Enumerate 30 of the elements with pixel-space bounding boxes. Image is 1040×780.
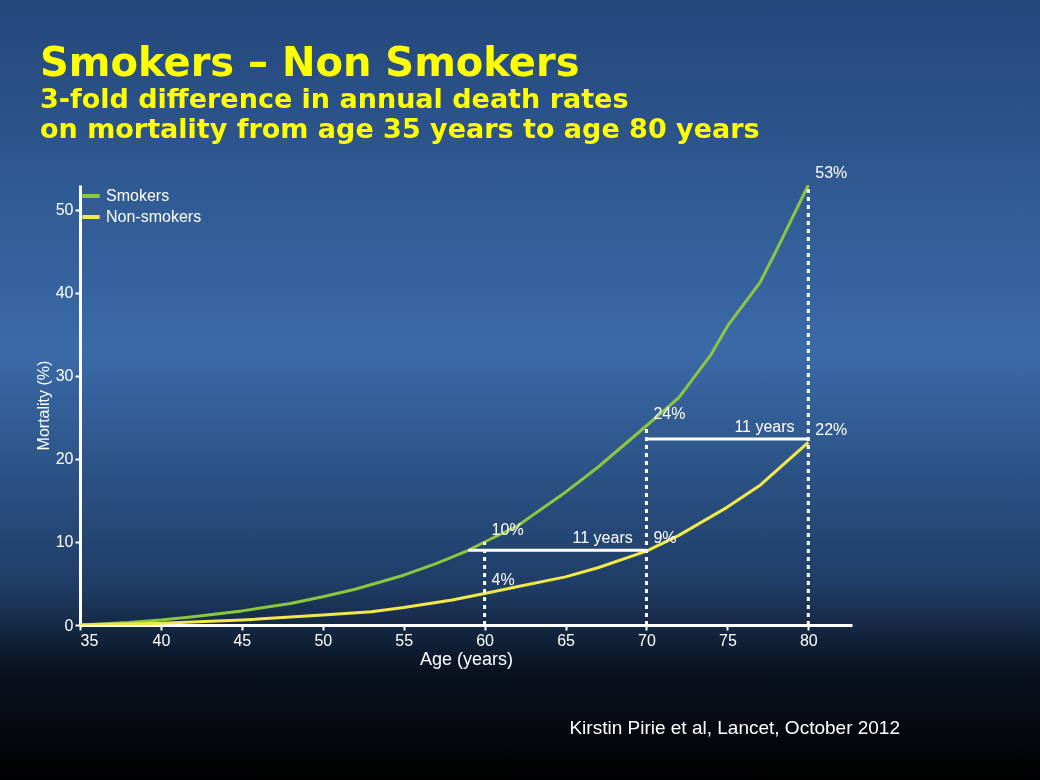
- x-tick-label: 65: [557, 631, 576, 649]
- chart-title: Smokers – Non Smokers: [40, 39, 581, 85]
- annotation: 11 years: [734, 418, 795, 436]
- x-tick-label: 75: [718, 631, 737, 649]
- x-tick-label: 80: [799, 631, 818, 649]
- legend-label: Non-smokers: [106, 208, 202, 225]
- x-tick-label: 55: [395, 631, 414, 649]
- x-tick-label: 60: [476, 631, 495, 649]
- x-tick-label: 35: [80, 631, 99, 649]
- text: Kirstin Pirie et al, Lancet, October 2012: [569, 717, 900, 739]
- y-tick-label: 50: [55, 201, 74, 219]
- x-axis-title: Age (years): [419, 648, 514, 669]
- y-tick-label: 30: [55, 367, 74, 385]
- legend-label: Smokers: [106, 187, 170, 204]
- y-tick-label: 0: [64, 616, 74, 634]
- x-tick-label: 40: [152, 631, 171, 649]
- y-axis-title: Mortality (%): [34, 360, 52, 451]
- annotation: 11 years: [572, 529, 633, 547]
- x-tick-label: 70: [638, 631, 656, 649]
- annotation: 53%: [815, 164, 848, 181]
- y-tick-label: 20: [55, 450, 74, 468]
- line-series: [80, 440, 810, 625]
- x-tick-label: 45: [233, 631, 252, 649]
- annotation: 4%: [491, 570, 515, 588]
- x-tick-label: 50: [314, 631, 333, 649]
- y-tick-label: 10: [55, 533, 74, 551]
- chart-subtitle: 3-fold difference in annual death rates on mortality from age 35 years to age 80 years: [40, 83, 760, 144]
- y-tick-label: 40: [55, 284, 74, 302]
- annotation: 24%: [653, 404, 686, 422]
- annotation: 22%: [815, 421, 848, 439]
